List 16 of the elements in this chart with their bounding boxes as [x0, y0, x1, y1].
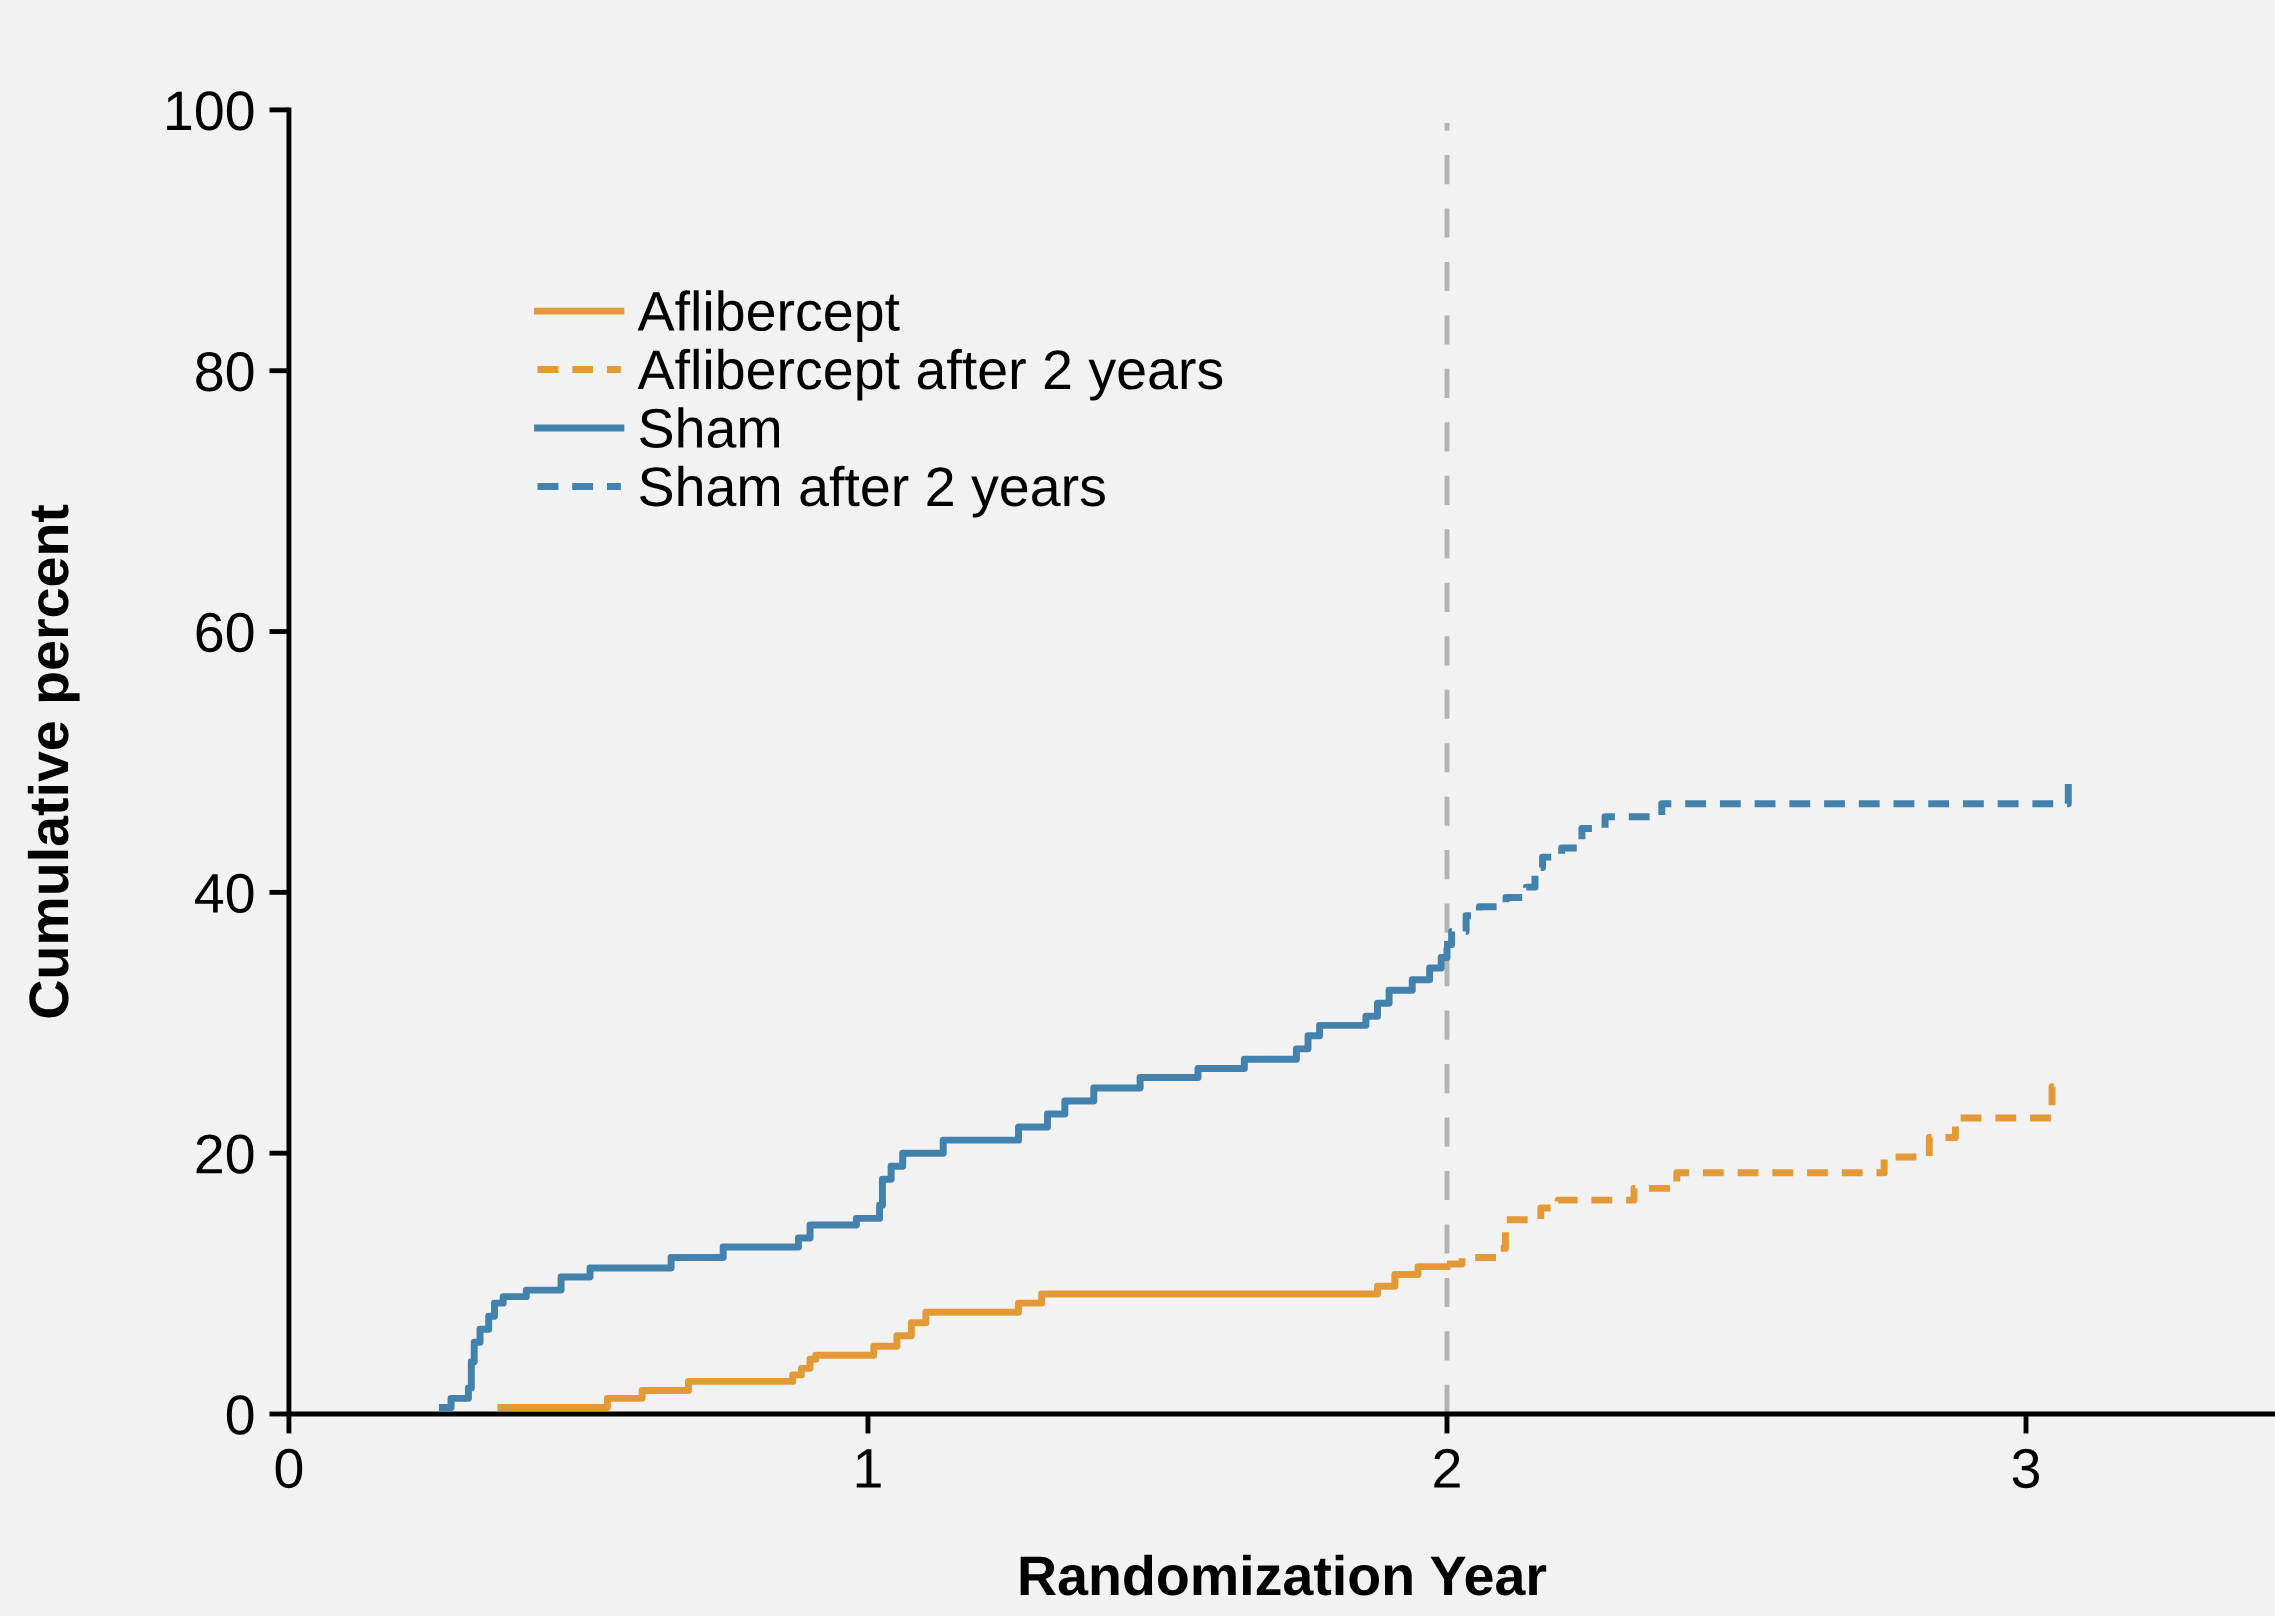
legend-label: Aflibercept after 2 years [637, 348, 1223, 401]
x-tick-label: 0 [275, 1448, 303, 1489]
legend-label: Aflibercept [637, 290, 900, 343]
y-tick-label: 80 [196, 352, 254, 392]
x-tick-label: 3 [2012, 1448, 2040, 1489]
x-axis-title: Randomization Year [1020, 1554, 1547, 1596]
y-tick-label: 20 [196, 1134, 254, 1174]
y-tick-label: 60 [196, 612, 254, 653]
y-axis-title: Cumulative percent [27, 504, 80, 1018]
y-tick-label: 0 [226, 1395, 254, 1435]
y-tick-label: 40 [195, 873, 254, 914]
legend-label: Sham after 2 years [640, 465, 1105, 518]
x-tick-label: 2 [1434, 1448, 1460, 1488]
legend-label: Sham [640, 407, 779, 449]
y-tick-label: 100 [167, 91, 254, 131]
x-tick-label: 1 [856, 1449, 881, 1488]
